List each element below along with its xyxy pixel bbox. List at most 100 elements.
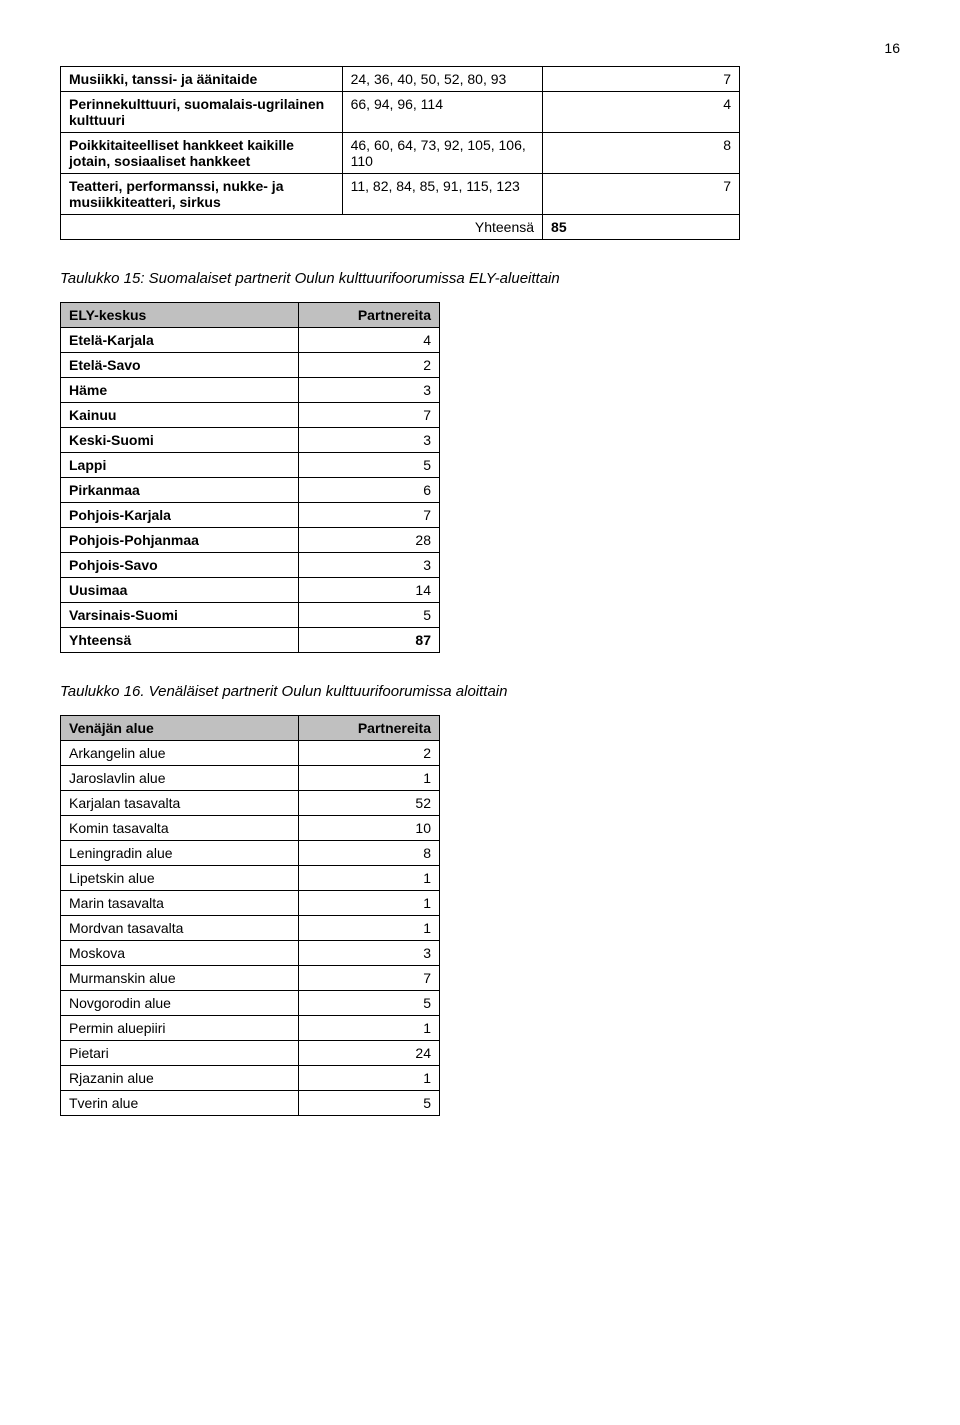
partner-count: 1	[299, 766, 440, 791]
table-row: Novgorodin alue5	[61, 991, 440, 1016]
partner-count: 1	[299, 866, 440, 891]
table-row: Komin tasavalta10	[61, 816, 440, 841]
region-name: Murmanskin alue	[61, 966, 299, 991]
row-codes: 66, 94, 96, 114	[342, 92, 542, 133]
region-name: Novgorodin alue	[61, 991, 299, 1016]
region-name: Lappi	[61, 453, 299, 478]
categories-table: Musiikki, tanssi- ja äänitaide24, 36, 40…	[60, 66, 740, 240]
region-name: Pietari	[61, 1041, 299, 1066]
region-name: Kainuu	[61, 403, 299, 428]
region-name: Tverin alue	[61, 1091, 299, 1116]
partner-count: 7	[299, 403, 440, 428]
russian-regions-table: Venäjän alue Partnereita Arkangelin alue…	[60, 715, 440, 1116]
partner-count: 28	[299, 528, 440, 553]
table-row: Tverin alue5	[61, 1091, 440, 1116]
partner-count: 2	[299, 741, 440, 766]
region-name: Rjazanin alue	[61, 1066, 299, 1091]
partner-count: 14	[299, 578, 440, 603]
table-row: Moskova3	[61, 941, 440, 966]
partner-count: 5	[299, 991, 440, 1016]
caption-table-16: Taulukko 16. Venäläiset partnerit Oulun …	[60, 683, 900, 700]
partner-count: 1	[299, 916, 440, 941]
table-row: Pietari24	[61, 1041, 440, 1066]
partner-count: 2	[299, 353, 440, 378]
table-row: Perinnekulttuuri, suomalais-ugrilainen k…	[61, 92, 740, 133]
total-row: Yhteensä87	[61, 628, 440, 653]
region-name: Pirkanmaa	[61, 478, 299, 503]
region-name: Pohjois-Karjala	[61, 503, 299, 528]
table-row: Jaroslavlin alue1	[61, 766, 440, 791]
region-name: Mordvan tasavalta	[61, 916, 299, 941]
partner-count: 7	[299, 503, 440, 528]
row-codes: 24, 36, 40, 50, 52, 80, 93	[342, 67, 542, 92]
region-name: Jaroslavlin alue	[61, 766, 299, 791]
partner-count: 8	[299, 841, 440, 866]
partner-count: 3	[299, 428, 440, 453]
row-codes: 46, 60, 64, 73, 92, 105, 106, 110	[342, 133, 542, 174]
row-value: 7	[543, 67, 740, 92]
table-row: Pohjois-Savo3	[61, 553, 440, 578]
region-name: Lipetskin alue	[61, 866, 299, 891]
partner-count: 6	[299, 478, 440, 503]
region-name: Uusimaa	[61, 578, 299, 603]
partner-count: 52	[299, 791, 440, 816]
table-row: Lipetskin alue1	[61, 866, 440, 891]
table-row: Pohjois-Karjala7	[61, 503, 440, 528]
col-partners: Partnereita	[299, 303, 440, 328]
partner-count: 5	[299, 603, 440, 628]
table-row: Arkangelin alue2	[61, 741, 440, 766]
region-name: Marin tasavalta	[61, 891, 299, 916]
row-label: Teatteri, performanssi, nukke- ja musiik…	[61, 174, 343, 215]
partner-count: 5	[299, 1091, 440, 1116]
region-name: Pohjois-Savo	[61, 553, 299, 578]
table-row: Mordvan tasavalta1	[61, 916, 440, 941]
table-row: Keski-Suomi3	[61, 428, 440, 453]
region-name: Varsinais-Suomi	[61, 603, 299, 628]
region-name: Etelä-Savo	[61, 353, 299, 378]
region-name: Permin aluepiiri	[61, 1016, 299, 1041]
row-label: Poikkitaiteelliset hankkeet kaikille jot…	[61, 133, 343, 174]
total-value: 87	[299, 628, 440, 653]
row-value: 8	[543, 133, 740, 174]
table-row: Uusimaa14	[61, 578, 440, 603]
table-row: Leningradin alue8	[61, 841, 440, 866]
row-label: Musiikki, tanssi- ja äänitaide	[61, 67, 343, 92]
partner-count: 10	[299, 816, 440, 841]
col-partners: Partnereita	[299, 716, 440, 741]
partner-count: 5	[299, 453, 440, 478]
col-russian-region: Venäjän alue	[61, 716, 299, 741]
table-row: Etelä-Savo2	[61, 353, 440, 378]
row-codes: 11, 82, 84, 85, 91, 115, 123	[342, 174, 542, 215]
col-ely-keskus: ELY-keskus	[61, 303, 299, 328]
region-name: Pohjois-Pohjanmaa	[61, 528, 299, 553]
partner-count: 3	[299, 378, 440, 403]
total-label: Yhteensä	[61, 215, 543, 240]
partner-count: 3	[299, 941, 440, 966]
row-label: Perinnekulttuuri, suomalais-ugrilainen k…	[61, 92, 343, 133]
table-row: Etelä-Karjala4	[61, 328, 440, 353]
table-row: Karjalan tasavalta52	[61, 791, 440, 816]
table-row: Rjazanin alue1	[61, 1066, 440, 1091]
ely-partners-table: ELY-keskus Partnereita Etelä-Karjala4Ete…	[60, 302, 440, 653]
caption-table-15: Taulukko 15: Suomalaiset partnerit Oulun…	[60, 270, 900, 287]
region-name: Karjalan tasavalta	[61, 791, 299, 816]
page-number: 16	[60, 40, 900, 56]
table-row: Pohjois-Pohjanmaa28	[61, 528, 440, 553]
region-name: Keski-Suomi	[61, 428, 299, 453]
table-row: Varsinais-Suomi5	[61, 603, 440, 628]
total-row: Yhteensä85	[61, 215, 740, 240]
region-name: Leningradin alue	[61, 841, 299, 866]
table-row: Lappi5	[61, 453, 440, 478]
partner-count: 24	[299, 1041, 440, 1066]
table-row: Kainuu7	[61, 403, 440, 428]
table-row: Marin tasavalta1	[61, 891, 440, 916]
table-row: Pirkanmaa6	[61, 478, 440, 503]
region-name: Häme	[61, 378, 299, 403]
partner-count: 3	[299, 553, 440, 578]
table-row: Häme3	[61, 378, 440, 403]
region-name: Komin tasavalta	[61, 816, 299, 841]
table-row: Murmanskin alue7	[61, 966, 440, 991]
partner-count: 1	[299, 891, 440, 916]
row-value: 7	[543, 174, 740, 215]
table-row: Teatteri, performanssi, nukke- ja musiik…	[61, 174, 740, 215]
